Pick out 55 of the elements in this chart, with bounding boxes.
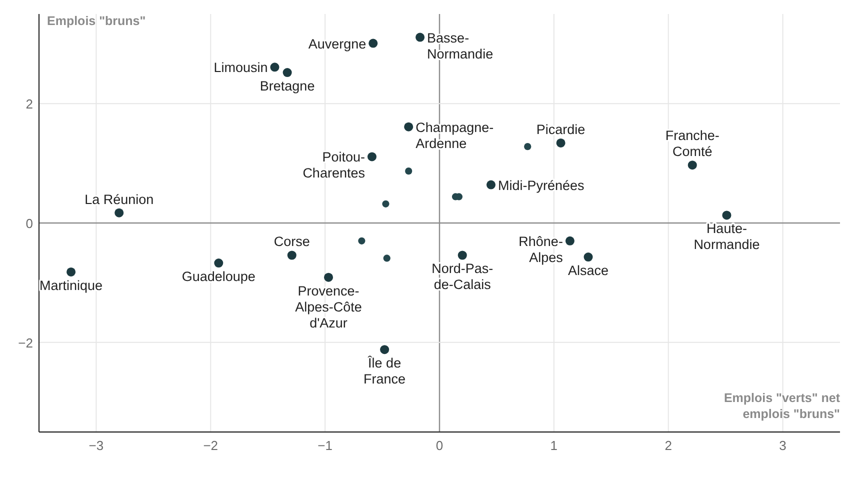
point [404,122,414,132]
point [584,252,593,262]
point [688,160,697,170]
annotation: Alsace [568,263,609,278]
annotation: Picardie [536,122,586,137]
annotation: Auvergne [308,36,366,52]
annotation: Guadeloupe [182,269,256,284]
annotation: Rhône-Alpes [518,234,564,265]
y-tick-label: 0 [26,216,33,231]
point [405,167,412,175]
point [383,254,390,262]
point [368,38,378,48]
y-tick-label: −2 [18,335,33,350]
point [458,250,467,260]
point [524,143,532,150]
point [287,250,296,260]
x-tick-label: 2 [664,438,672,453]
x-tick-label: −1 [318,438,332,453]
x-axis-title: Emplois "verts" net emplois "bruns" [724,391,841,421]
annotation: Franche-Comté [665,128,720,160]
annotation: Nord-Pas-de-Calais [432,261,494,292]
point [358,237,366,244]
x-tick-label: −3 [88,438,104,453]
annotation: Bretagne [260,78,315,94]
y-axis-title: Emplois "bruns" [47,14,146,28]
point [214,258,224,268]
point [324,272,334,282]
annotation: Champagne-Ardenne [416,120,494,151]
x-tick-label: −2 [203,438,218,453]
annotation: Midi-Pyrénées [498,178,585,193]
x-tick-label: 0 [436,438,444,453]
point [282,68,292,78]
point [270,62,280,72]
annotation: Poitou-Charentes [302,150,366,181]
point [556,138,566,148]
x-tick-label: 1 [550,438,558,453]
annotation: Haute-Normandie [694,221,760,252]
annotation: Limousin [214,60,268,76]
annotation: Île de France [364,356,406,387]
point [114,208,124,218]
y-tick-label: 2 [26,96,33,112]
point [66,267,76,276]
annotation: Corse [274,234,310,250]
annotation: Provence-Alpes-Côte d'Azur [295,283,362,330]
annotation: La Réunion [84,192,154,207]
annotation: Basse-Normandie [427,30,494,62]
annotation: Martinique [40,278,103,293]
point [486,180,496,190]
point [380,345,390,354]
point [367,152,376,162]
x-tick-label: 3 [779,438,786,453]
point [416,32,425,42]
point [722,210,732,220]
point [382,200,390,208]
point [565,236,574,246]
